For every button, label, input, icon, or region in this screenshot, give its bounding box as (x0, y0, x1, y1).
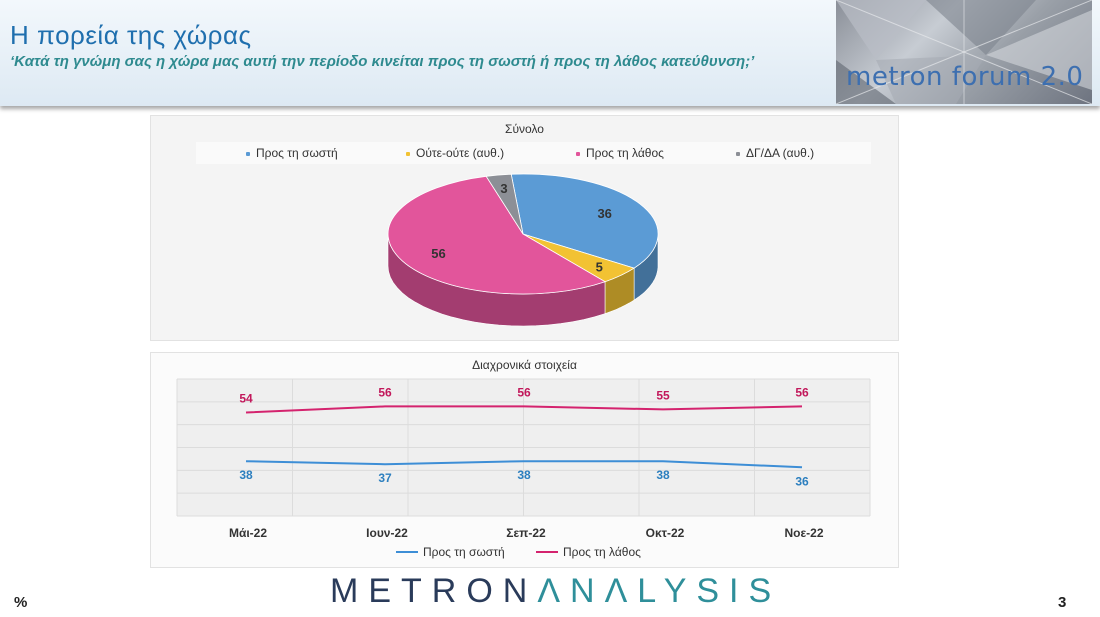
legend-item-neither: Ούτε-ούτε (αυθ.) (406, 146, 504, 160)
pie-slice-3 (485, 173, 524, 235)
page-number: 3 (1058, 594, 1067, 611)
legend-marker-wrong (576, 151, 580, 156)
legend-label-1: Προς τη λάθος (563, 545, 641, 559)
pie-data-label-1: 5 (596, 259, 603, 274)
legend-label-correct: Προς τη σωστή (256, 146, 338, 160)
slide-header: Η πορεία της χώρας ‘Κατά τη γνώμη σας η … (0, 0, 1100, 106)
line-data-label: 36 (795, 474, 809, 488)
event-logo: metron forum 2.0 (836, 0, 1092, 104)
line-data-label: 54 (239, 392, 253, 406)
metron-analysis-logo: METRONΛNΛLYSIS (330, 572, 781, 611)
pie-data-label-3: 3 (500, 181, 507, 196)
line-data-label: 56 (378, 385, 392, 399)
slide-title: Η πορεία της χώρας (10, 20, 252, 50)
line-chart-panel: Διαχρονικά στοιχεία 38 37 38 38 36 54 56 56 55 56… (150, 352, 899, 568)
line-data-label: 55 (656, 388, 670, 402)
line-data-label: 56 (517, 385, 531, 399)
logo-part-analysis: ΛNΛLYSIS (537, 572, 782, 610)
legend-label-dkna: ΔΓ/ΔΑ (αυθ.) (746, 146, 815, 160)
x-tick-label: Σεπ-22 (506, 526, 546, 540)
building-photo (836, 0, 1092, 104)
x-tick-label: Μάι-22 (229, 526, 267, 540)
line-data-label: 56 (795, 385, 809, 399)
line-data-label: 38 (517, 468, 531, 482)
series-line-0 (245, 460, 803, 469)
pie-data-label-0: 36 (597, 206, 611, 221)
legend-marker-dkna (736, 151, 740, 156)
pie-data-label-2: 56 (431, 246, 445, 261)
legend-label-wrong: Προς τη λάθος (586, 146, 664, 160)
pie-legend: Προς τη σωστή Ούτε-ούτε (αυθ.) Προς τη λ… (196, 142, 871, 164)
legend-marker-neither (406, 151, 410, 156)
unit-label: % (14, 594, 28, 611)
pie-chart-title: Σύνολο (505, 122, 544, 136)
legend-item-wrong: Προς τη λάθος (576, 146, 664, 160)
legend-item-correct: Προς τη σωστή (246, 146, 338, 160)
pie-chart-panel: Σύνολο Προς τη σωστή Ούτε-ούτε (αυθ.) Πρ… (150, 115, 899, 341)
legend-marker-correct (246, 151, 250, 156)
pie-slice-0 (510, 173, 659, 269)
line-data-label: 38 (239, 468, 253, 482)
survey-question: ‘Κατά τη γνώμη σας η χώρα μας αυτή την π… (10, 53, 755, 70)
x-tick-label: Οκτ-22 (646, 526, 685, 540)
legend-item-dkna: ΔΓ/ΔΑ (αυθ.) (736, 146, 814, 160)
logo-part-metron: METRON (330, 572, 538, 610)
legend-label-0: Προς τη σωστή (423, 545, 505, 559)
metron-forum-logo-text: metron forum 2.0 (846, 62, 1084, 92)
series-line-1 (245, 405, 803, 414)
legend-label-neither: Ούτε-ούτε (αυθ.) (416, 146, 505, 160)
line-chart-title: Διαχρονικά στοιχεία (472, 358, 577, 372)
pie-chart: 36 5 56 3 (387, 173, 659, 327)
line-data-label: 37 (378, 471, 392, 485)
pie-slice-2 (387, 175, 606, 295)
line-data-label: 38 (656, 468, 670, 482)
x-tick-label: Νοε-22 (784, 526, 823, 540)
x-tick-label: Ιουν-22 (366, 526, 408, 540)
line-chart: 38 37 38 38 36 54 56 56 55 56 Μάι-22 Ιουν-22 Σεπ-22 Ο… (176, 378, 871, 559)
